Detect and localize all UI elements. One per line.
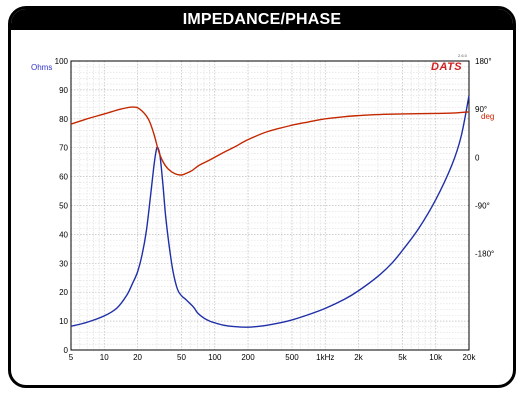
major-grid <box>70 61 470 350</box>
x-tick-label: 500 <box>285 353 299 362</box>
y-left-tick-label: 20 <box>59 288 68 297</box>
y-right-tick-label: 0 <box>475 153 480 162</box>
x-tick-label: 200 <box>241 353 255 362</box>
x-tick-label: 5 <box>69 353 74 362</box>
x-tick-label: 5k <box>398 353 407 362</box>
y-left-tick-label: 50 <box>59 202 68 211</box>
y-right-tick-label: 180° <box>475 57 492 66</box>
y-left-tick-label: 70 <box>59 144 68 153</box>
y-left-tick-label: 0 <box>64 346 69 355</box>
y-left-tick-label: 80 <box>59 115 68 124</box>
impedance-curve <box>70 95 470 328</box>
x-tick-label: 10k <box>429 353 443 362</box>
y-right-unit: deg <box>481 112 494 121</box>
x-tick-label: 10 <box>100 353 109 362</box>
y-left-tick-label: 10 <box>59 317 68 326</box>
x-tick-labels: 5 10 20 50 100 200 500 1kHz 2k 5k 10k 20k <box>69 353 477 362</box>
y-left-tick-label: 90 <box>59 86 68 95</box>
y-left-tick-label: 30 <box>59 259 68 268</box>
x-tick-label: 20 <box>133 353 142 362</box>
y-right-tick-label: -90° <box>475 202 490 211</box>
chart-title: IMPEDANCE/PHASE <box>11 9 513 30</box>
brand-version: 2.6.0 <box>458 53 468 58</box>
chart-frame: IMPEDANCE/PHASE <box>8 6 516 388</box>
x-tick-label: 50 <box>177 353 186 362</box>
y-left-tick-labels: 0 10 20 30 40 50 60 70 80 90 100 <box>55 57 69 355</box>
x-tick-label: 1kHz <box>316 353 334 362</box>
y-left-tick-label: 40 <box>59 230 68 239</box>
y-left-tick-label: 60 <box>59 173 68 182</box>
x-tick-label: 20k <box>463 353 477 362</box>
y-right-tick-label: -180° <box>475 250 494 259</box>
phase-curve <box>70 106 470 176</box>
plot-area <box>70 60 470 351</box>
brand-logo: DATS <box>431 61 462 73</box>
y-left-tick-label: 100 <box>55 57 69 66</box>
y-right-tick-label: 90° <box>475 105 487 114</box>
x-tick-label: 100 <box>208 353 222 362</box>
y-left-unit: Ohms <box>31 63 52 72</box>
x-tick-label: 2k <box>354 353 363 362</box>
y-right-tick-labels: 180° 90° 0 -90° -180° <box>475 57 494 259</box>
curves <box>70 95 470 328</box>
